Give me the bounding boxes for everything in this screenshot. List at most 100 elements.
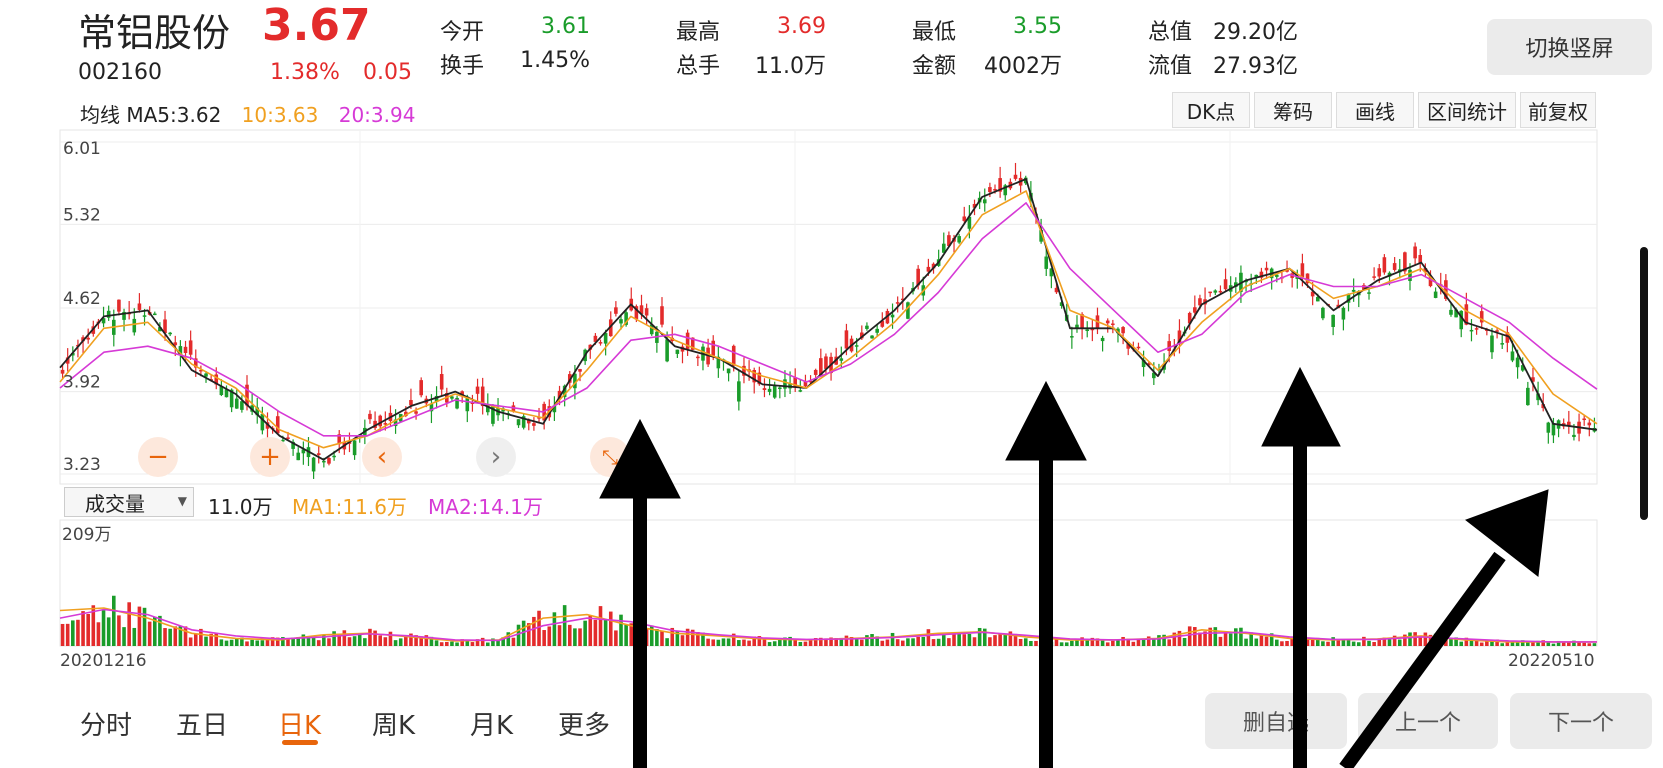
stock-code: 002160 <box>78 60 162 85</box>
candle-body <box>1351 289 1356 292</box>
candle-body <box>327 458 331 464</box>
candle-body <box>1310 291 1315 297</box>
volume-bar <box>803 641 808 646</box>
volume-bar <box>1234 628 1238 646</box>
candle-body <box>752 370 757 383</box>
scroll-right-icon[interactable]: › <box>476 437 516 477</box>
volume-bar <box>767 642 772 646</box>
volume-bar <box>982 628 987 646</box>
change-amount: 0.05 <box>363 60 412 85</box>
candle-body <box>690 337 695 350</box>
volume-bar <box>76 619 80 646</box>
amount-value: 4002万 <box>984 54 1062 79</box>
volume-bar <box>347 637 352 646</box>
volume-bar <box>696 632 700 646</box>
candle-body <box>229 389 234 408</box>
volume-bar <box>286 639 290 646</box>
volume-bar <box>1305 638 1310 646</box>
candle-body <box>137 303 142 310</box>
float-value: 27.93亿 <box>1213 54 1298 79</box>
candle-body <box>660 306 664 325</box>
zoom-out-icon[interactable]: − <box>138 437 178 477</box>
candle-body <box>101 318 106 324</box>
volume-bar <box>1546 641 1551 646</box>
candle-body <box>255 407 260 416</box>
tab-weekly-k[interactable]: 周K <box>372 711 416 741</box>
volume-bar <box>234 638 239 646</box>
candle-body <box>455 397 459 409</box>
volume-bar <box>1116 639 1120 646</box>
zoom-in-icon[interactable]: + <box>250 437 290 477</box>
candle-body <box>895 302 900 304</box>
candle-body <box>1049 268 1054 277</box>
scroll-left-icon[interactable]: ‹ <box>362 437 402 477</box>
volume-bar <box>1274 639 1279 646</box>
candle-body <box>1433 291 1438 298</box>
candle-body <box>332 455 336 458</box>
low-label: 最低 <box>912 20 957 45</box>
candle-body <box>532 423 536 426</box>
volume-bar <box>1336 640 1341 646</box>
volume-bar <box>357 634 362 646</box>
volume-bar <box>895 639 900 646</box>
dk-point-button[interactable]: DK点 <box>1172 92 1250 128</box>
volume-bar <box>860 639 864 646</box>
candle-body <box>875 328 879 333</box>
candle-body <box>870 335 874 339</box>
caret-down-icon: ▼ <box>177 494 187 508</box>
volume-bar <box>829 637 833 646</box>
candle-body <box>234 398 239 409</box>
candle-body <box>378 415 383 427</box>
volume-bar <box>455 642 459 646</box>
candle-body <box>1469 329 1474 332</box>
volume-bar <box>183 626 188 646</box>
candle-body <box>1126 341 1131 349</box>
volume-bar <box>1141 638 1146 646</box>
volume-bar <box>614 630 618 646</box>
volume-bar <box>993 635 997 646</box>
candle-body <box>132 318 137 333</box>
volume-bar <box>916 636 920 646</box>
candle-body <box>1536 393 1540 401</box>
chips-button[interactable]: 筹码 <box>1254 92 1332 128</box>
pre-adjust-button[interactable]: 前复权 <box>1520 92 1596 128</box>
candle-body <box>526 419 531 424</box>
tab-monthly-k[interactable]: 月K <box>470 711 514 741</box>
candle-body <box>778 387 782 390</box>
volume-bar <box>701 632 705 646</box>
volume-bar <box>1008 631 1013 646</box>
candle-body <box>803 380 808 387</box>
range-stats-button[interactable]: 区间统计 <box>1418 92 1516 128</box>
volume-bar <box>1531 641 1535 646</box>
tab-more[interactable]: 更多 <box>558 711 611 741</box>
volume-bar <box>1490 639 1494 646</box>
candle-body <box>1116 328 1120 334</box>
volume-bar <box>1075 639 1079 646</box>
tab-daily-k[interactable]: 日K <box>278 711 322 741</box>
tab-intraday[interactable]: 分时 <box>80 711 133 741</box>
volume-bar <box>1280 641 1284 646</box>
volume-bar <box>660 630 664 646</box>
candle-body <box>1136 346 1141 349</box>
volume-bar <box>788 636 792 646</box>
volume-bar <box>480 637 485 646</box>
candle-body <box>947 235 951 247</box>
volume-label: 总手 <box>676 54 721 79</box>
volume-bar <box>1382 637 1387 646</box>
volume-bar <box>557 625 562 646</box>
candle-body <box>757 372 762 385</box>
candle-body <box>224 389 229 398</box>
next-button[interactable]: 下一个 <box>1510 693 1652 749</box>
volume-bar <box>1331 637 1335 646</box>
candle-body <box>465 396 470 412</box>
volume-bar <box>1577 642 1581 646</box>
indicator-select[interactable]: 成交量 ▼ <box>64 487 194 517</box>
scrollbar[interactable] <box>1640 247 1648 520</box>
volume-bar <box>598 606 603 646</box>
volume-bar <box>593 619 598 646</box>
flip-portrait-button[interactable]: 切换竖屏 <box>1487 19 1652 75</box>
tab-five-day[interactable]: 五日 <box>176 711 229 741</box>
candle-body <box>199 369 203 372</box>
draw-line-button[interactable]: 画线 <box>1336 92 1414 128</box>
